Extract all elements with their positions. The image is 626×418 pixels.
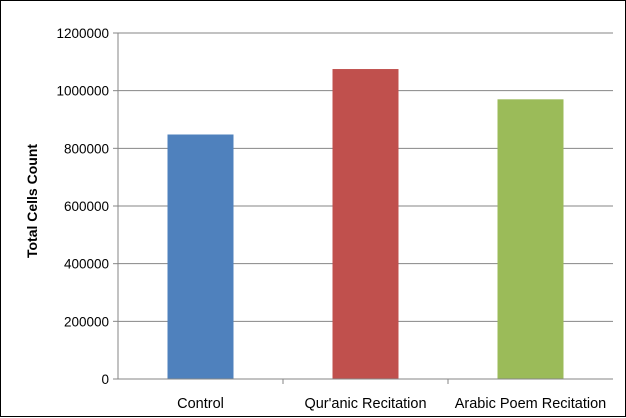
y-axis-title: Total Cells Count bbox=[24, 144, 40, 258]
x-category-label: Arabic Poem Recitation bbox=[455, 396, 607, 412]
bars bbox=[167, 69, 564, 380]
y-tick-label: 400000 bbox=[64, 257, 109, 272]
bar-control bbox=[167, 134, 234, 379]
x-category-label: Qur'anic Recitation bbox=[304, 396, 426, 412]
bar-arabic-poem-recitation bbox=[497, 99, 564, 380]
y-tick-label: 800000 bbox=[64, 141, 109, 156]
y-tick-label: 600000 bbox=[64, 199, 109, 214]
y-tick-labels: 0 200000 400000 600000 800000 1000000 1200000 bbox=[56, 26, 109, 387]
bar-qur-anic-recitation bbox=[332, 69, 399, 380]
y-tick-label: 1200000 bbox=[56, 26, 109, 41]
y-tick-label: 1000000 bbox=[56, 84, 109, 99]
x-category-label: Control bbox=[177, 396, 224, 412]
x-category-labels: Control Qur'anic Recitation Arabic Poem Re… bbox=[177, 396, 606, 412]
y-tick-label: 200000 bbox=[64, 314, 109, 329]
y-tick-label: 0 bbox=[101, 372, 109, 387]
axes bbox=[117, 33, 613, 380]
